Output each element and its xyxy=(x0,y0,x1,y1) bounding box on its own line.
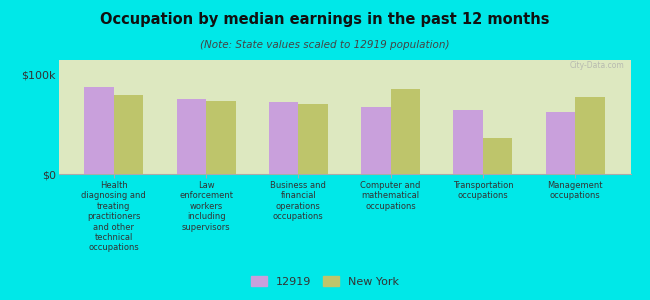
Text: City-Data.com: City-Data.com xyxy=(570,61,625,70)
Legend: 12919, New York: 12919, New York xyxy=(246,272,404,291)
Bar xyxy=(453,110,483,174)
Bar xyxy=(361,106,391,174)
Bar xyxy=(114,95,144,174)
Bar xyxy=(483,138,512,174)
Text: Occupation by median earnings in the past 12 months: Occupation by median earnings in the pas… xyxy=(100,12,550,27)
Bar xyxy=(177,99,206,174)
Bar xyxy=(298,103,328,174)
Bar xyxy=(575,97,604,174)
Text: (Note: State values scaled to 12919 population): (Note: State values scaled to 12919 popu… xyxy=(200,40,450,50)
Bar xyxy=(269,102,298,174)
Bar xyxy=(391,89,420,174)
Bar xyxy=(84,87,114,174)
Bar xyxy=(206,100,236,174)
Bar xyxy=(545,112,575,174)
